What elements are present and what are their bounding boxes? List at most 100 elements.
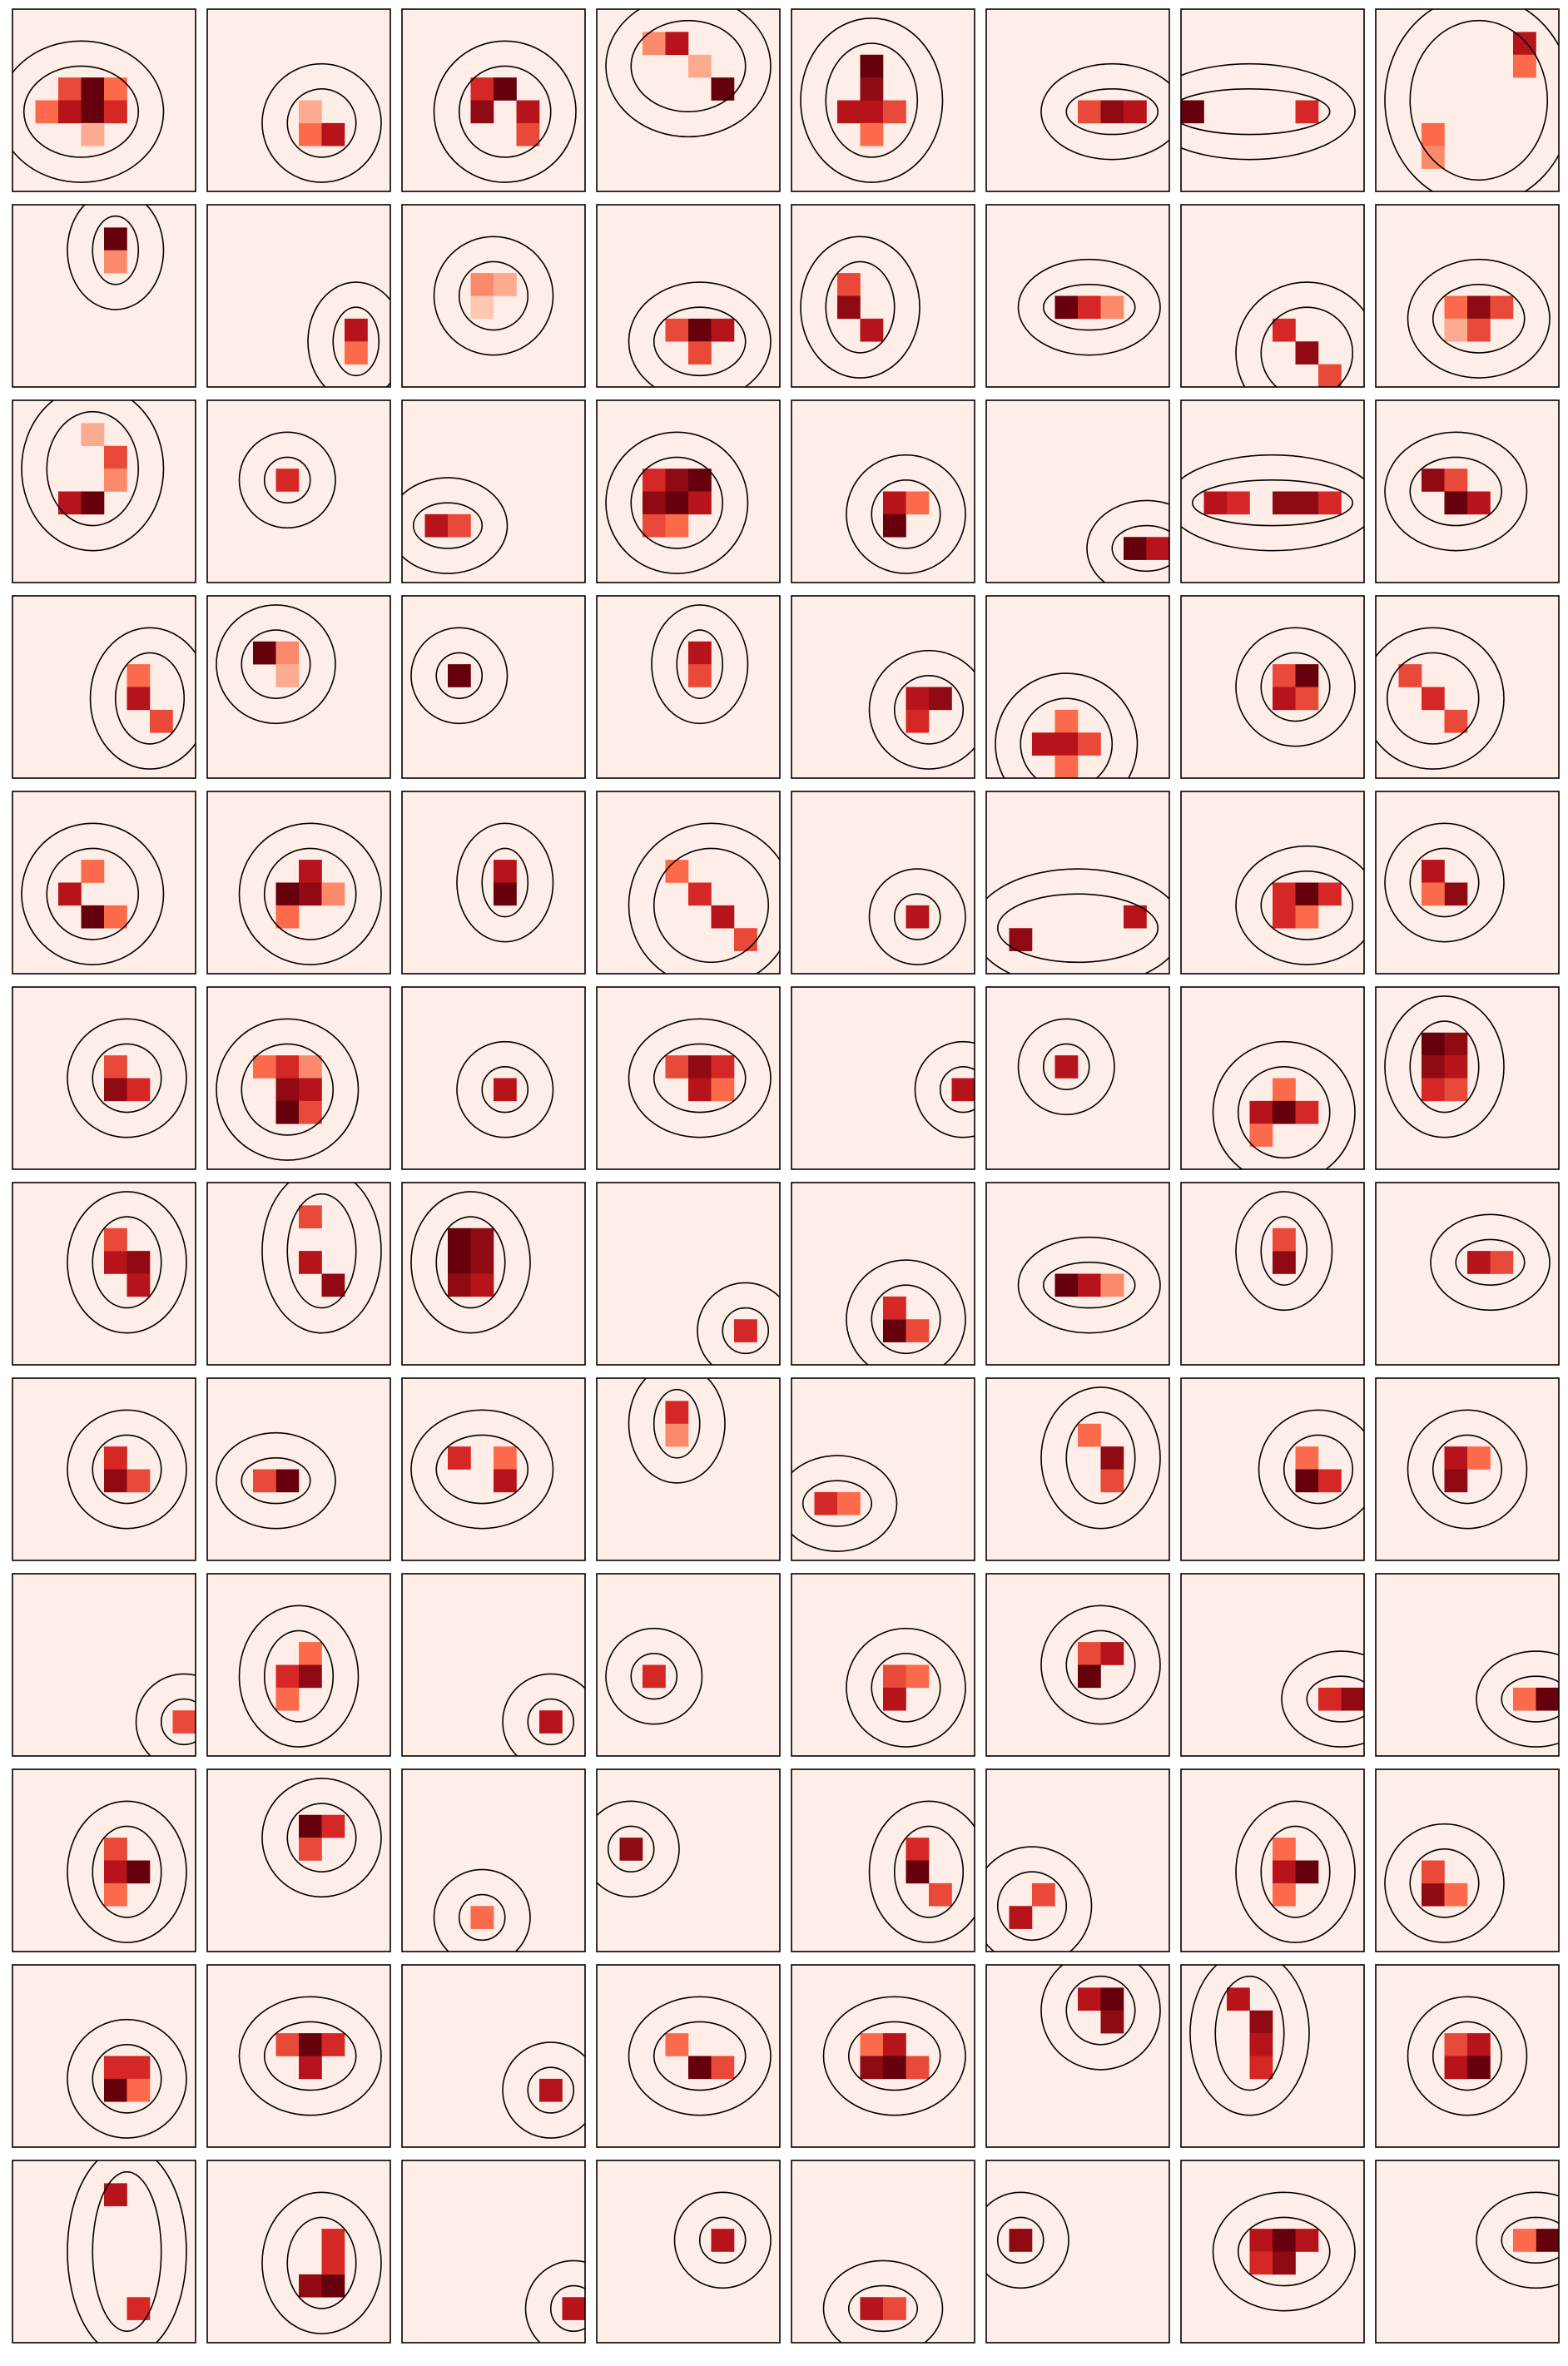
panel-plot bbox=[791, 1378, 975, 1560]
panel-frame bbox=[206, 1573, 391, 1757]
heat-cell bbox=[665, 32, 689, 56]
panel bbox=[12, 1377, 196, 1561]
panel-frame bbox=[596, 791, 781, 975]
panel-frame bbox=[12, 8, 196, 192]
panel-plot bbox=[791, 596, 975, 778]
panel bbox=[1375, 1182, 1560, 1366]
panel-plot bbox=[1181, 791, 1364, 974]
contour bbox=[1384, 995, 1505, 1138]
contour bbox=[135, 1673, 196, 1756]
panel-plot bbox=[12, 9, 196, 191]
contour bbox=[597, 1800, 680, 1898]
panel-background bbox=[791, 1769, 975, 1952]
panel-plot bbox=[791, 1183, 975, 1365]
contour bbox=[847, 2021, 941, 2091]
contour bbox=[261, 1183, 382, 1334]
heat-cell bbox=[321, 2274, 345, 2298]
contour bbox=[996, 893, 1159, 964]
heat-cell bbox=[494, 273, 517, 296]
panel-frame bbox=[401, 1573, 586, 1757]
heat-cell bbox=[104, 1860, 127, 1884]
contour bbox=[791, 1455, 898, 1552]
panel-plot bbox=[12, 2160, 196, 2343]
heat-cell bbox=[1124, 905, 1147, 929]
heat-cell bbox=[104, 1078, 127, 1102]
panel bbox=[596, 399, 781, 583]
panel-plot bbox=[1376, 205, 1559, 387]
panel-frame bbox=[1375, 791, 1560, 975]
heat-cell bbox=[1422, 1882, 1445, 1907]
panel-frame bbox=[596, 204, 781, 388]
panel bbox=[1375, 1768, 1560, 1952]
contour bbox=[630, 19, 747, 112]
panel-frame bbox=[206, 399, 391, 583]
contour bbox=[846, 1627, 966, 1748]
heat-cell bbox=[1295, 687, 1319, 711]
panel-plot bbox=[597, 791, 780, 974]
heat-cell bbox=[1467, 1446, 1491, 1470]
panel bbox=[791, 399, 975, 583]
panel-frame bbox=[1375, 1573, 1560, 1757]
contour bbox=[307, 281, 390, 387]
contour bbox=[286, 1803, 357, 1872]
heat-cell bbox=[711, 318, 735, 342]
heat-cell bbox=[688, 2056, 712, 2080]
panel-plot bbox=[207, 596, 390, 778]
heat-cell bbox=[1203, 491, 1228, 515]
panel bbox=[1375, 1573, 1560, 1757]
heat-cell bbox=[253, 641, 276, 665]
panel-frame bbox=[206, 204, 391, 388]
heat-cell bbox=[665, 2033, 689, 2056]
contour bbox=[1235, 1191, 1333, 1312]
panel bbox=[1180, 791, 1365, 975]
panel-background bbox=[1376, 1574, 1559, 1756]
panel-plot bbox=[791, 1574, 975, 1756]
panel-frame bbox=[985, 204, 1170, 388]
contour bbox=[1237, 2216, 1331, 2287]
heat-cell bbox=[104, 100, 127, 124]
panel-plot bbox=[1376, 2160, 1559, 2343]
panel-frame bbox=[1375, 204, 1560, 388]
panel bbox=[401, 204, 586, 388]
panel bbox=[206, 791, 391, 975]
heat-cell bbox=[299, 860, 322, 883]
panel-frame bbox=[12, 791, 196, 975]
panel-plot bbox=[12, 205, 196, 387]
heat-cell bbox=[1444, 882, 1468, 906]
panel bbox=[401, 2160, 586, 2344]
heat-cell bbox=[1124, 100, 1147, 124]
heat-cell bbox=[1078, 1273, 1101, 1297]
panel bbox=[1180, 8, 1365, 192]
contour bbox=[801, 1480, 873, 1527]
panel-plot bbox=[986, 596, 1169, 778]
panel-frame bbox=[12, 986, 196, 1170]
panel bbox=[596, 1768, 781, 1952]
heat-cell bbox=[299, 2033, 322, 2056]
panel-frame bbox=[985, 1768, 1170, 1952]
heat-cell bbox=[1422, 687, 1445, 711]
heat-cell bbox=[1444, 1055, 1468, 1079]
contour bbox=[21, 400, 165, 552]
heat-cell bbox=[299, 1251, 322, 1274]
panel bbox=[1375, 1377, 1560, 1561]
panel bbox=[1180, 2160, 1365, 2344]
panel-plot bbox=[597, 205, 780, 387]
contour bbox=[435, 652, 484, 699]
heat-cell bbox=[321, 2033, 345, 2056]
contour bbox=[286, 2216, 357, 2309]
heat-cell bbox=[860, 2297, 884, 2320]
panel-plot bbox=[986, 1965, 1169, 2147]
panel-plot bbox=[1181, 1769, 1364, 1952]
contour bbox=[986, 868, 1169, 974]
contour bbox=[822, 2259, 944, 2343]
heat-cell bbox=[1273, 1860, 1296, 1884]
heat-cell bbox=[906, 1860, 930, 1884]
heat-cell bbox=[104, 2183, 127, 2207]
panel-plot bbox=[1181, 1378, 1364, 1560]
heat-cell bbox=[1227, 1987, 1250, 2011]
contour bbox=[1283, 1434, 1354, 1505]
heat-cell bbox=[1444, 1882, 1468, 1907]
panel-background bbox=[986, 1378, 1169, 1560]
panel-plot bbox=[791, 1769, 975, 1952]
panel-plot bbox=[597, 1378, 780, 1560]
